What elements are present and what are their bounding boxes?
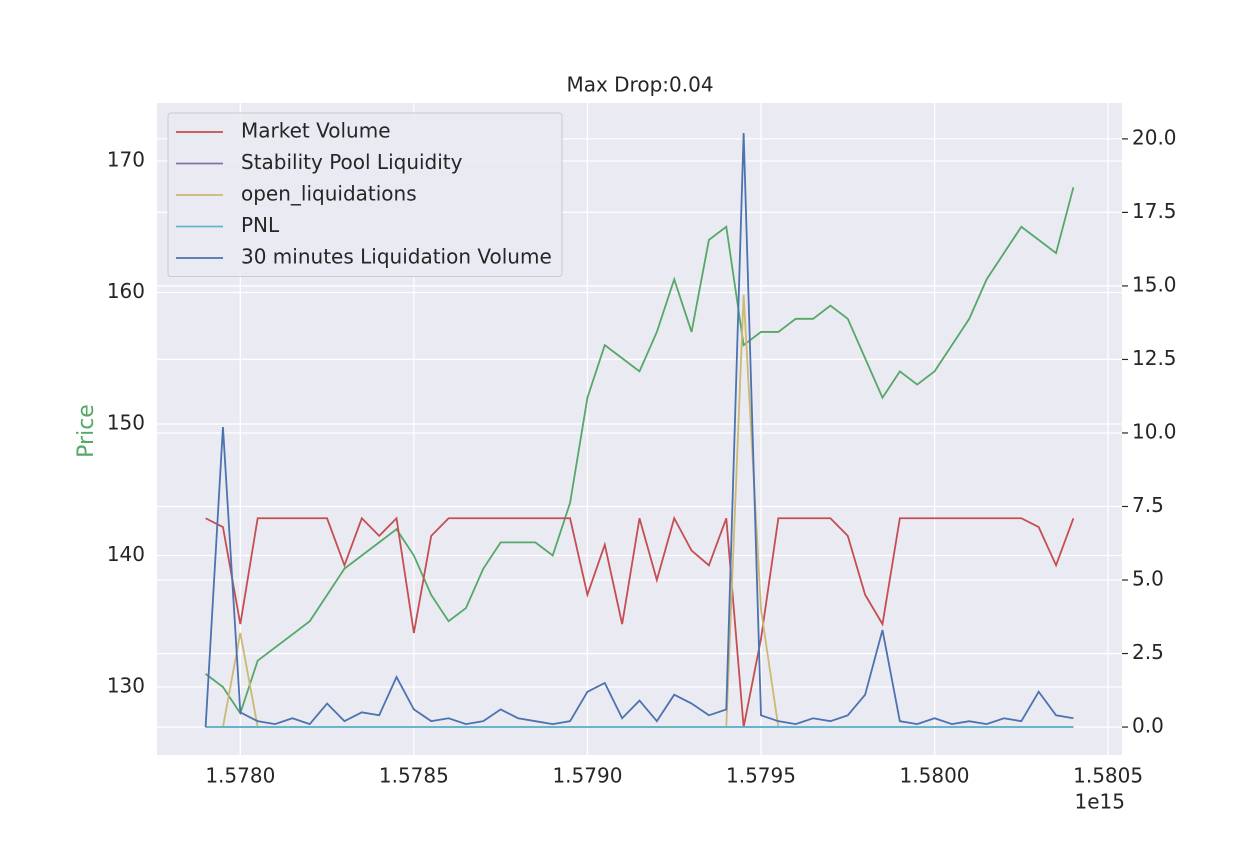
chart-title: Max Drop:0.04 [566,73,713,97]
price-line [205,187,1075,716]
y2-tick-label: 17.5 [1132,199,1177,223]
x-tick-label: 1.5800 [900,764,970,788]
legend-box [167,112,563,277]
y-tick-label: 170 [107,147,145,171]
x-tick-label: 1.5805 [1073,764,1143,788]
legend-label: Market Volume [241,119,391,143]
y-tick-label: 160 [107,279,145,303]
legend-label: 30 minutes Liquidation Volume [241,245,552,269]
y2-tick-label: 15.0 [1132,272,1177,296]
series-line [204,132,1074,728]
y2-tick-label: 12.5 [1132,346,1177,370]
legend-label: open_liquidations [241,182,417,206]
x-tick-label: 1.5795 [726,764,796,788]
y-tick-label: 150 [107,411,145,435]
y-tick-label: 140 [107,542,145,566]
legend-label: Stability Pool Liquidity [241,150,463,174]
legend-label: PNL [241,213,280,237]
x-tick-label: 1.5790 [552,764,622,788]
y-tick-label: 130 [107,674,145,698]
y2-tick-label: 5.0 [1132,567,1164,591]
x-offset-label: 1e15 [1075,790,1125,814]
y2-tick-label: 20.0 [1132,125,1177,149]
y2-tick-label: 7.5 [1132,493,1164,517]
y2-tick-label: 10.0 [1132,419,1177,443]
x-tick-label: 1.5785 [379,764,449,788]
y2-tick-label: 2.5 [1132,640,1164,664]
x-tick-label: 1.5780 [205,764,275,788]
y-axis-label: Price [74,404,99,458]
series-line [205,515,1075,728]
y2-tick-label: 0.0 [1132,714,1164,738]
